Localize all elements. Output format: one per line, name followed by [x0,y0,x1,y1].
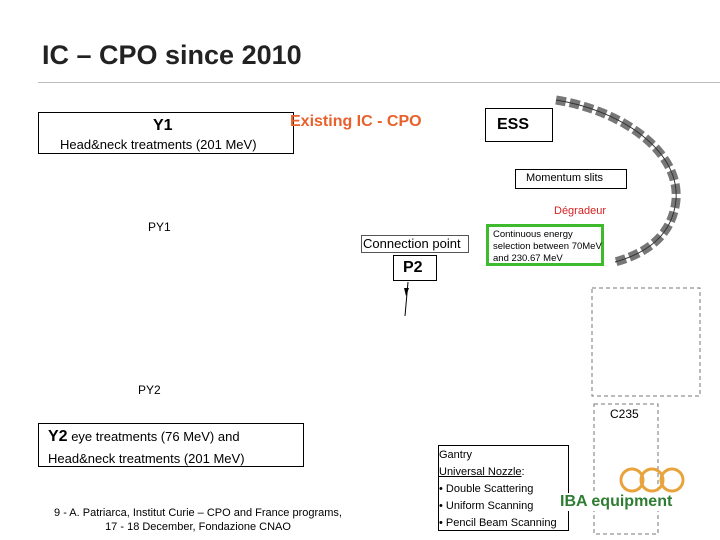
y2-room-box [38,423,304,467]
ess-box [485,108,553,142]
p2-box [393,255,437,281]
c235-label: C235 [610,407,639,421]
py2-label: PY2 [138,383,161,397]
momentum-slits-label: Momentum slits [526,172,604,184]
gantry-nozzle-line: Universal Nozzle: [439,466,525,478]
ess-beamline-axis [555,99,677,263]
iba-equipment-label: IBA equipment [560,493,673,511]
energy-selection-label: Continuous energy selection between 70Me… [493,229,602,264]
gantry-item: • Double Scattering [439,483,534,495]
gantry-nozzle: Universal Nozzle [439,466,522,478]
gantry-box [438,445,569,531]
y2-label: Y2 [48,428,68,445]
p2-label: P2 [403,259,423,276]
y2-description-line1: eye treatments (76 MeV) and [71,429,240,444]
footer: 9 - A. Patriarca, Institut Curie – CPO a… [40,506,356,534]
y1-label: Y1 [153,117,173,134]
gantry-text: Gantry Universal Nozzle: • Double Scatte… [439,447,557,532]
beam-line [404,281,409,317]
momentum-slits-box [515,169,627,189]
footer-line2: 17 - 18 December, Fondazione CNAO [105,521,291,533]
gantry-title: Gantry [439,449,473,461]
gantry-outline [593,403,659,535]
energy-selection-box [486,224,604,266]
page-title: IC – CPO since 2010 [42,40,302,70]
title-divider [38,82,720,83]
gantry-item: • Pencil Beam Scanning [439,517,557,529]
gantry-item: • Uniform Scanning [439,500,534,512]
iba-logo-icon [619,467,685,493]
cyclotron-outline [591,287,701,397]
footer-line1: 9 - A. Patriarca, Institut Curie – CPO a… [54,507,342,519]
arrow-icon [404,288,409,296]
ess-label: ESS [497,116,530,133]
y2-description-line2: Head&neck treatments (201 MeV) [48,451,245,466]
existing-ic-cpo-label: Existing IC - CPO [290,113,422,130]
y2-line1: Y2 eye treatments (76 MeV) and [48,428,240,446]
y1-description: Head&neck treatments (201 MeV) [60,137,257,152]
y1-room-box [38,112,294,154]
degradeur-label: Dégradeur [554,205,606,217]
py1-label: PY1 [148,220,171,234]
connection-point-label: Connection point [363,236,461,251]
connection-point-box [361,235,469,253]
